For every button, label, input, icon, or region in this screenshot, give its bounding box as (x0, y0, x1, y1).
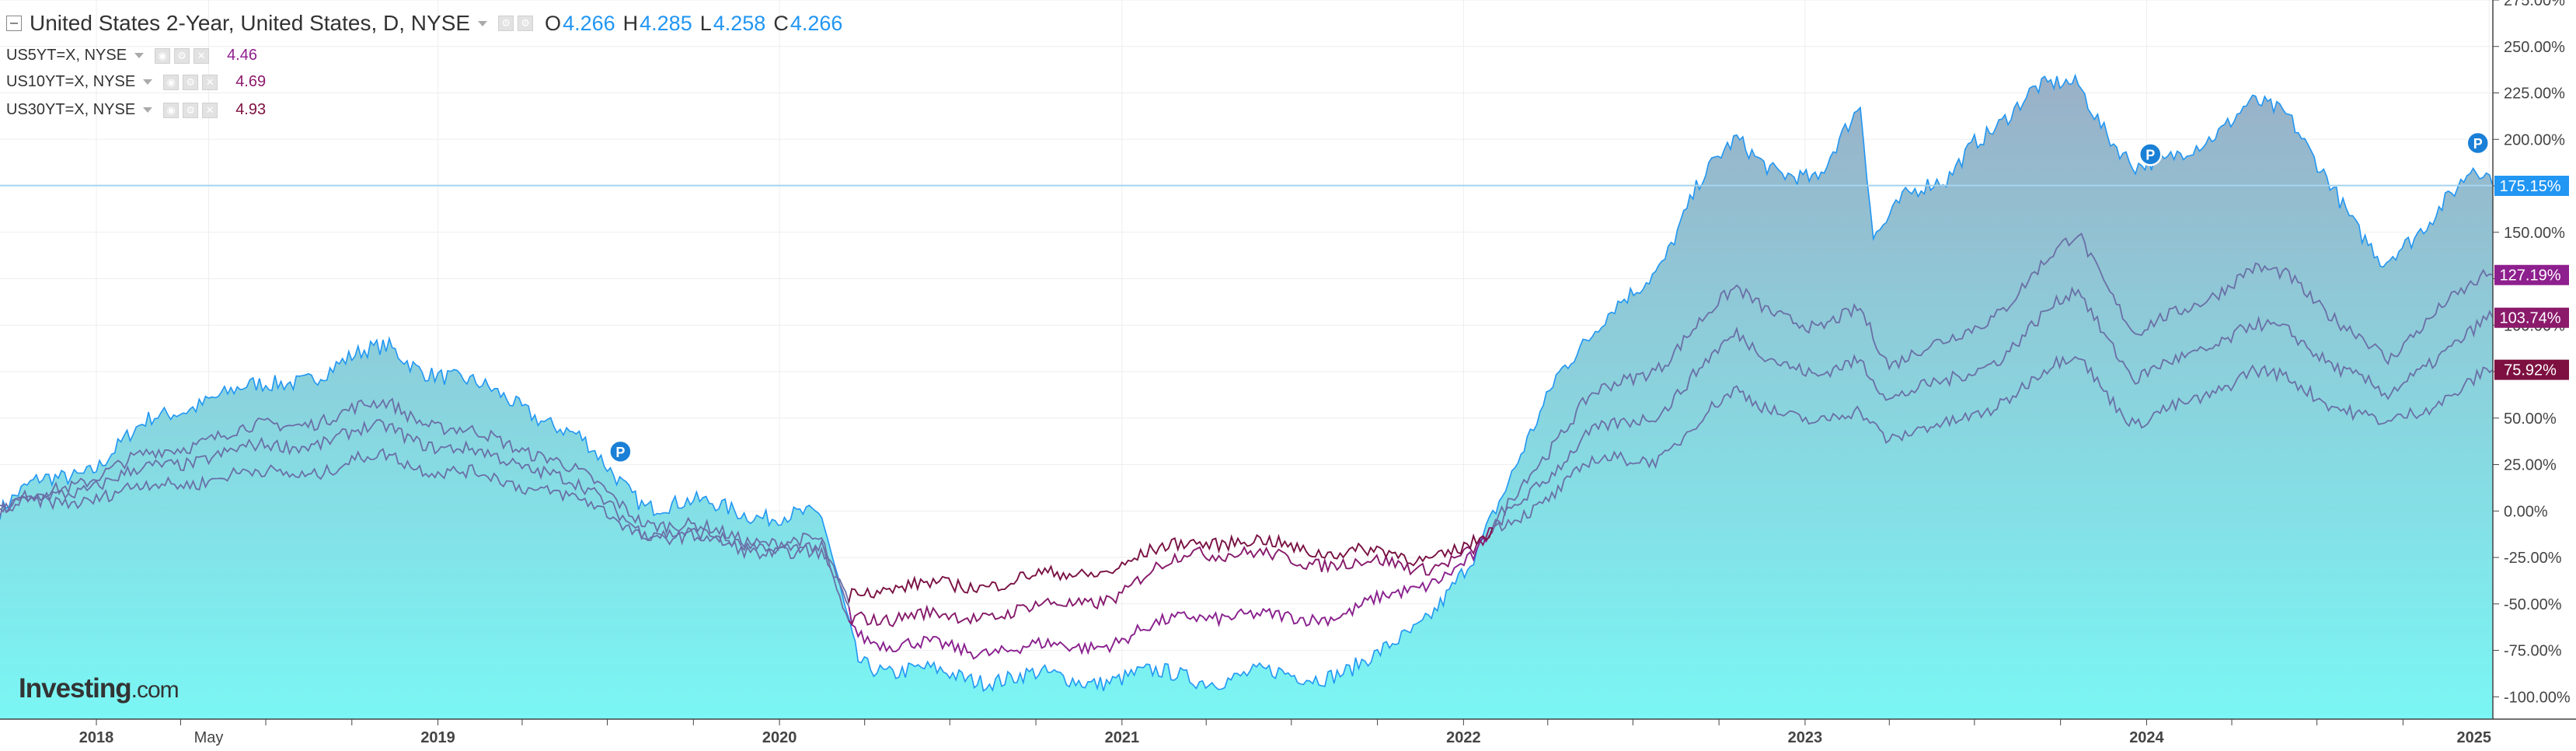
y-tick-label: 200.00% (2504, 131, 2565, 148)
marker-circle (2139, 142, 2163, 166)
last-value-text: 127.19% (2500, 267, 2561, 285)
settings-icon[interactable]: ⚙ (183, 74, 199, 90)
x-tick-label: 2022 (1446, 729, 1481, 746)
ohlc-low-value: 4.258 (713, 11, 766, 35)
investing-logo: Investing.com (19, 673, 180, 704)
last-value-us10y: 103.74% (2494, 307, 2569, 328)
last-value-text: 75.92% (2504, 362, 2557, 379)
y-tick-label: 0.00% (2504, 503, 2548, 520)
event-marker: P (608, 439, 633, 464)
marker-circle (2466, 131, 2490, 155)
close-icon[interactable]: ✕ (193, 47, 210, 64)
marker-circle (608, 439, 633, 464)
collapse-icon[interactable] (6, 16, 22, 31)
legend-us10y: US10YT=X, NYSE ◉ ⚙ ✕ 4.69 (6, 73, 266, 91)
y-tick-label: 275.00% (2504, 0, 2565, 9)
ohlc-open-key: O (545, 11, 562, 35)
ohlc-low-key: L (699, 11, 712, 35)
marker-label: P (2146, 147, 2155, 162)
last-value-bg (2494, 176, 2569, 197)
markers: P P P (608, 131, 2490, 464)
x-tick-label: 2023 (1788, 729, 1823, 746)
x-tick-label: 2021 (1105, 729, 1140, 746)
y-tick-label: 250.00% (2504, 39, 2565, 56)
ohlc-close-key: C (773, 11, 789, 35)
logo-main: Investing (19, 673, 132, 704)
y-tick-label: -100.00% (2504, 689, 2571, 706)
chevron-down-icon[interactable] (143, 107, 153, 113)
last-value-us5y: 127.19% (2494, 264, 2569, 285)
last-value-bg (2494, 359, 2569, 380)
legend-label: US30YT=X, NYSE (6, 101, 136, 118)
y-tick-label: -75.00% (2504, 643, 2562, 660)
close-icon[interactable]: ✕ (202, 74, 218, 90)
comparison-lines-layer (0, 232, 2494, 660)
event-marker: P (2139, 142, 2163, 166)
main-series-line (0, 73, 2494, 693)
x-tick-label: 2024 (2129, 729, 2164, 746)
x-tick-label: 2020 (762, 729, 797, 746)
last-value-text: 103.74% (2500, 310, 2561, 327)
last-value-us30y: 75.92% (2494, 359, 2569, 380)
main-area-layer (0, 73, 2494, 719)
marker-label: P (615, 445, 625, 460)
last-value-text: 175.15% (2500, 178, 2561, 195)
x-tick-label: 2018 (79, 729, 114, 746)
last-value-bg (2494, 307, 2569, 328)
last-value-main: 175.15% (2494, 176, 2569, 197)
ohlc-open-value: 4.266 (563, 11, 615, 35)
chevron-down-icon[interactable] (134, 53, 145, 58)
x-tick-label: 2019 (420, 729, 455, 746)
legend-us5y: US5YT=X, NYSE ◉ ⚙ ✕ 4.46 (6, 47, 257, 65)
chevron-down-icon[interactable] (143, 79, 153, 85)
legend-value: 4.69 (235, 73, 267, 90)
legend-label: US10YT=X, NYSE (6, 73, 136, 90)
chart-title: United States 2-Year, United States, D, … (30, 11, 471, 35)
ohlc-high-key: H (622, 11, 639, 35)
x-tick-label: May (194, 729, 224, 746)
us5y-series-line-segment (848, 531, 1494, 660)
y-tick-label: 50.00% (2504, 410, 2557, 428)
last-value-bg (2494, 264, 2569, 285)
legend-value: 4.46 (227, 47, 257, 64)
settings-icon[interactable]: ⚙ (498, 16, 514, 31)
marker-label: P (2473, 136, 2483, 152)
main-legend: United States 2-Year, United States, D, … (6, 11, 842, 36)
legend-value: 4.93 (235, 101, 267, 118)
y-tick-label: -50.00% (2504, 596, 2562, 613)
y-tick-label: -25.00% (2504, 550, 2562, 567)
y-tick-label: 225.00% (2504, 86, 2565, 103)
settings-icon[interactable]: ⚙ (174, 47, 190, 64)
y-tick-label: 25.00% (2504, 457, 2557, 474)
logo-suffix: .com (131, 677, 180, 703)
ohlc-close-value: 4.266 (790, 11, 843, 35)
close-icon[interactable]: ✕ (202, 102, 218, 118)
legend-label: US5YT=X, NYSE (6, 47, 127, 64)
us30y-series-line-segment (848, 527, 1494, 603)
settings-icon[interactable]: ⚙ (183, 102, 199, 118)
ohlc-high-value: 4.285 (640, 11, 692, 35)
event-marker: P (2466, 131, 2490, 155)
us10y-series-line-segment (848, 527, 1493, 627)
y-tick-label: 150.00% (2504, 225, 2565, 242)
gear-icon[interactable]: ⚙ (518, 16, 534, 31)
visibility-icon[interactable]: ◉ (163, 102, 180, 118)
x-tick-label: 2025 (2457, 729, 2492, 746)
visibility-icon[interactable]: ◉ (163, 74, 180, 90)
chevron-down-icon[interactable] (478, 20, 488, 26)
price-labels: 175.15% 127.19% 103.74% 75.92% (2494, 176, 2569, 380)
main-series-area (0, 75, 2493, 719)
legend-us30y: US30YT=X, NYSE ◉ ⚙ ✕ 4.93 (6, 101, 266, 119)
visibility-icon[interactable]: ◉ (155, 47, 171, 64)
